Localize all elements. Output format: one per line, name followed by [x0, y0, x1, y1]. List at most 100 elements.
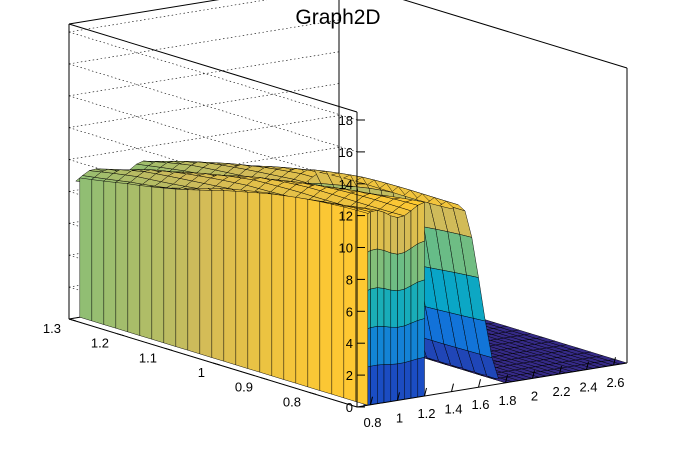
x-tick-label: 1.4 — [444, 402, 462, 417]
y-tick-label: 1 — [198, 365, 205, 380]
curtain-cell — [397, 288, 405, 328]
grid-line-z — [68, 0, 268, 33]
side-curtain-cell — [223, 190, 237, 366]
frame-edge — [402, 0, 628, 69]
curtain-cell — [377, 248, 385, 289]
x-tick-mark — [559, 365, 562, 375]
curtain-cell — [383, 211, 392, 254]
side-curtain-cell — [103, 180, 117, 329]
side-curtain-cell — [91, 179, 105, 325]
curtain-cell — [390, 363, 398, 402]
side-curtain-cell — [163, 187, 177, 347]
side-curtain-cell — [139, 185, 153, 340]
side-curtain-cell — [319, 201, 333, 395]
side-curtain-cell — [283, 195, 297, 384]
side-curtain-cell — [79, 177, 93, 322]
z-tick-label: 10 — [339, 241, 353, 256]
curtain-cell — [377, 364, 385, 404]
curtain-cell — [410, 358, 419, 399]
curtain-cell — [390, 215, 398, 255]
curtain-cell — [383, 250, 392, 291]
curtain-cell — [417, 240, 425, 283]
side-curtain-cell — [331, 203, 345, 399]
side-curtain-cell — [271, 193, 285, 380]
z-tick-label: 2 — [346, 368, 353, 383]
x-tick-mark — [397, 392, 400, 401]
curtain-cell — [404, 360, 412, 400]
y-tick-mark — [164, 347, 173, 351]
side-curtain-cell — [247, 191, 261, 373]
side-curtain-cell — [187, 189, 201, 355]
curtain-cell — [404, 285, 412, 327]
y-tick-mark — [116, 333, 125, 337]
z-tick-label: 6 — [346, 304, 353, 319]
z-tick-label: 4 — [346, 336, 353, 351]
curtain-cell — [404, 322, 412, 363]
grid-line-z — [68, 19, 340, 65]
curtain-cell — [377, 326, 385, 366]
curtain-cell — [410, 204, 419, 249]
x-tick-mark — [505, 374, 508, 383]
curtain-cell — [390, 289, 398, 328]
chart-title: Graph2D — [295, 6, 380, 29]
curtain-cell — [383, 326, 392, 365]
y-tick-mark — [260, 377, 269, 381]
curtain-cell — [370, 287, 378, 328]
x-tick-label: 2.4 — [579, 380, 597, 395]
z-tick-label: 8 — [346, 272, 353, 287]
y-tick-label: 1.1 — [139, 350, 157, 365]
curtain-cell — [410, 320, 419, 362]
curtain-cell — [410, 243, 419, 287]
front-frame — [68, 112, 628, 408]
curtain-cell — [417, 279, 425, 321]
x-tick-label: 2.2 — [552, 384, 570, 399]
z-tick-label: 18 — [339, 113, 353, 128]
x-tick-mark — [370, 396, 373, 405]
curtain-cell — [390, 252, 398, 291]
y-tick-label: 1.2 — [91, 336, 109, 351]
curtain-cell — [404, 247, 412, 290]
z-tick-label: 12 — [339, 209, 353, 224]
z-tick-label: 14 — [339, 177, 353, 192]
side-curtain-cell — [235, 191, 249, 369]
x-tick-mark — [424, 387, 427, 397]
x-tick-label: 1.2 — [417, 406, 435, 421]
side-curtain-cell — [295, 197, 309, 388]
axis-tick-labels: 0 2 4 6 8 10 12 14 16 18 0.8 1 1.2 1.4 1.6 1.8 2 2.2 2.4 2.… — [43, 113, 625, 430]
x-tick-mark — [451, 383, 454, 392]
y-tick-label: 0.8 — [283, 394, 301, 409]
curtain-cell — [397, 252, 405, 291]
x-tick-mark — [478, 379, 481, 388]
side-curtain-cell — [211, 190, 225, 362]
grid-line-z — [68, 63, 358, 153]
curtain-cell — [397, 215, 405, 255]
grid-line-z — [68, 31, 358, 121]
x-tick-label: 0.8 — [363, 415, 381, 430]
side-curtain-cell — [307, 199, 321, 391]
curtain-cell — [397, 325, 405, 365]
y-tick-label: 0.9 — [235, 380, 253, 395]
x-tick-label: 1 — [396, 410, 403, 425]
y-tick-label: 1.3 — [43, 321, 61, 336]
frame-edge — [68, 0, 220, 25]
curtain-cell — [383, 288, 392, 328]
curtain-cell — [370, 210, 378, 251]
curtain-cell — [410, 281, 419, 324]
frame-edge — [68, 23, 358, 113]
side-curtain-cell — [115, 182, 129, 333]
y-tick-mark — [212, 362, 221, 366]
grid-line-z — [68, 83, 340, 128]
side-curtain-cell — [199, 189, 213, 358]
curtain-cell — [377, 209, 385, 251]
curtain-cell — [417, 357, 425, 398]
x-tick-mark — [532, 370, 535, 379]
curtain-cell — [377, 287, 385, 327]
y-tick-mark — [68, 318, 77, 322]
x-tick-label: 2 — [531, 388, 538, 403]
surface-mesh — [75, 160, 628, 407]
side-curtain-cell — [355, 209, 369, 406]
frame-edge — [356, 362, 628, 408]
grid-line-z — [68, 51, 340, 97]
z-tick-label: 16 — [339, 145, 353, 160]
